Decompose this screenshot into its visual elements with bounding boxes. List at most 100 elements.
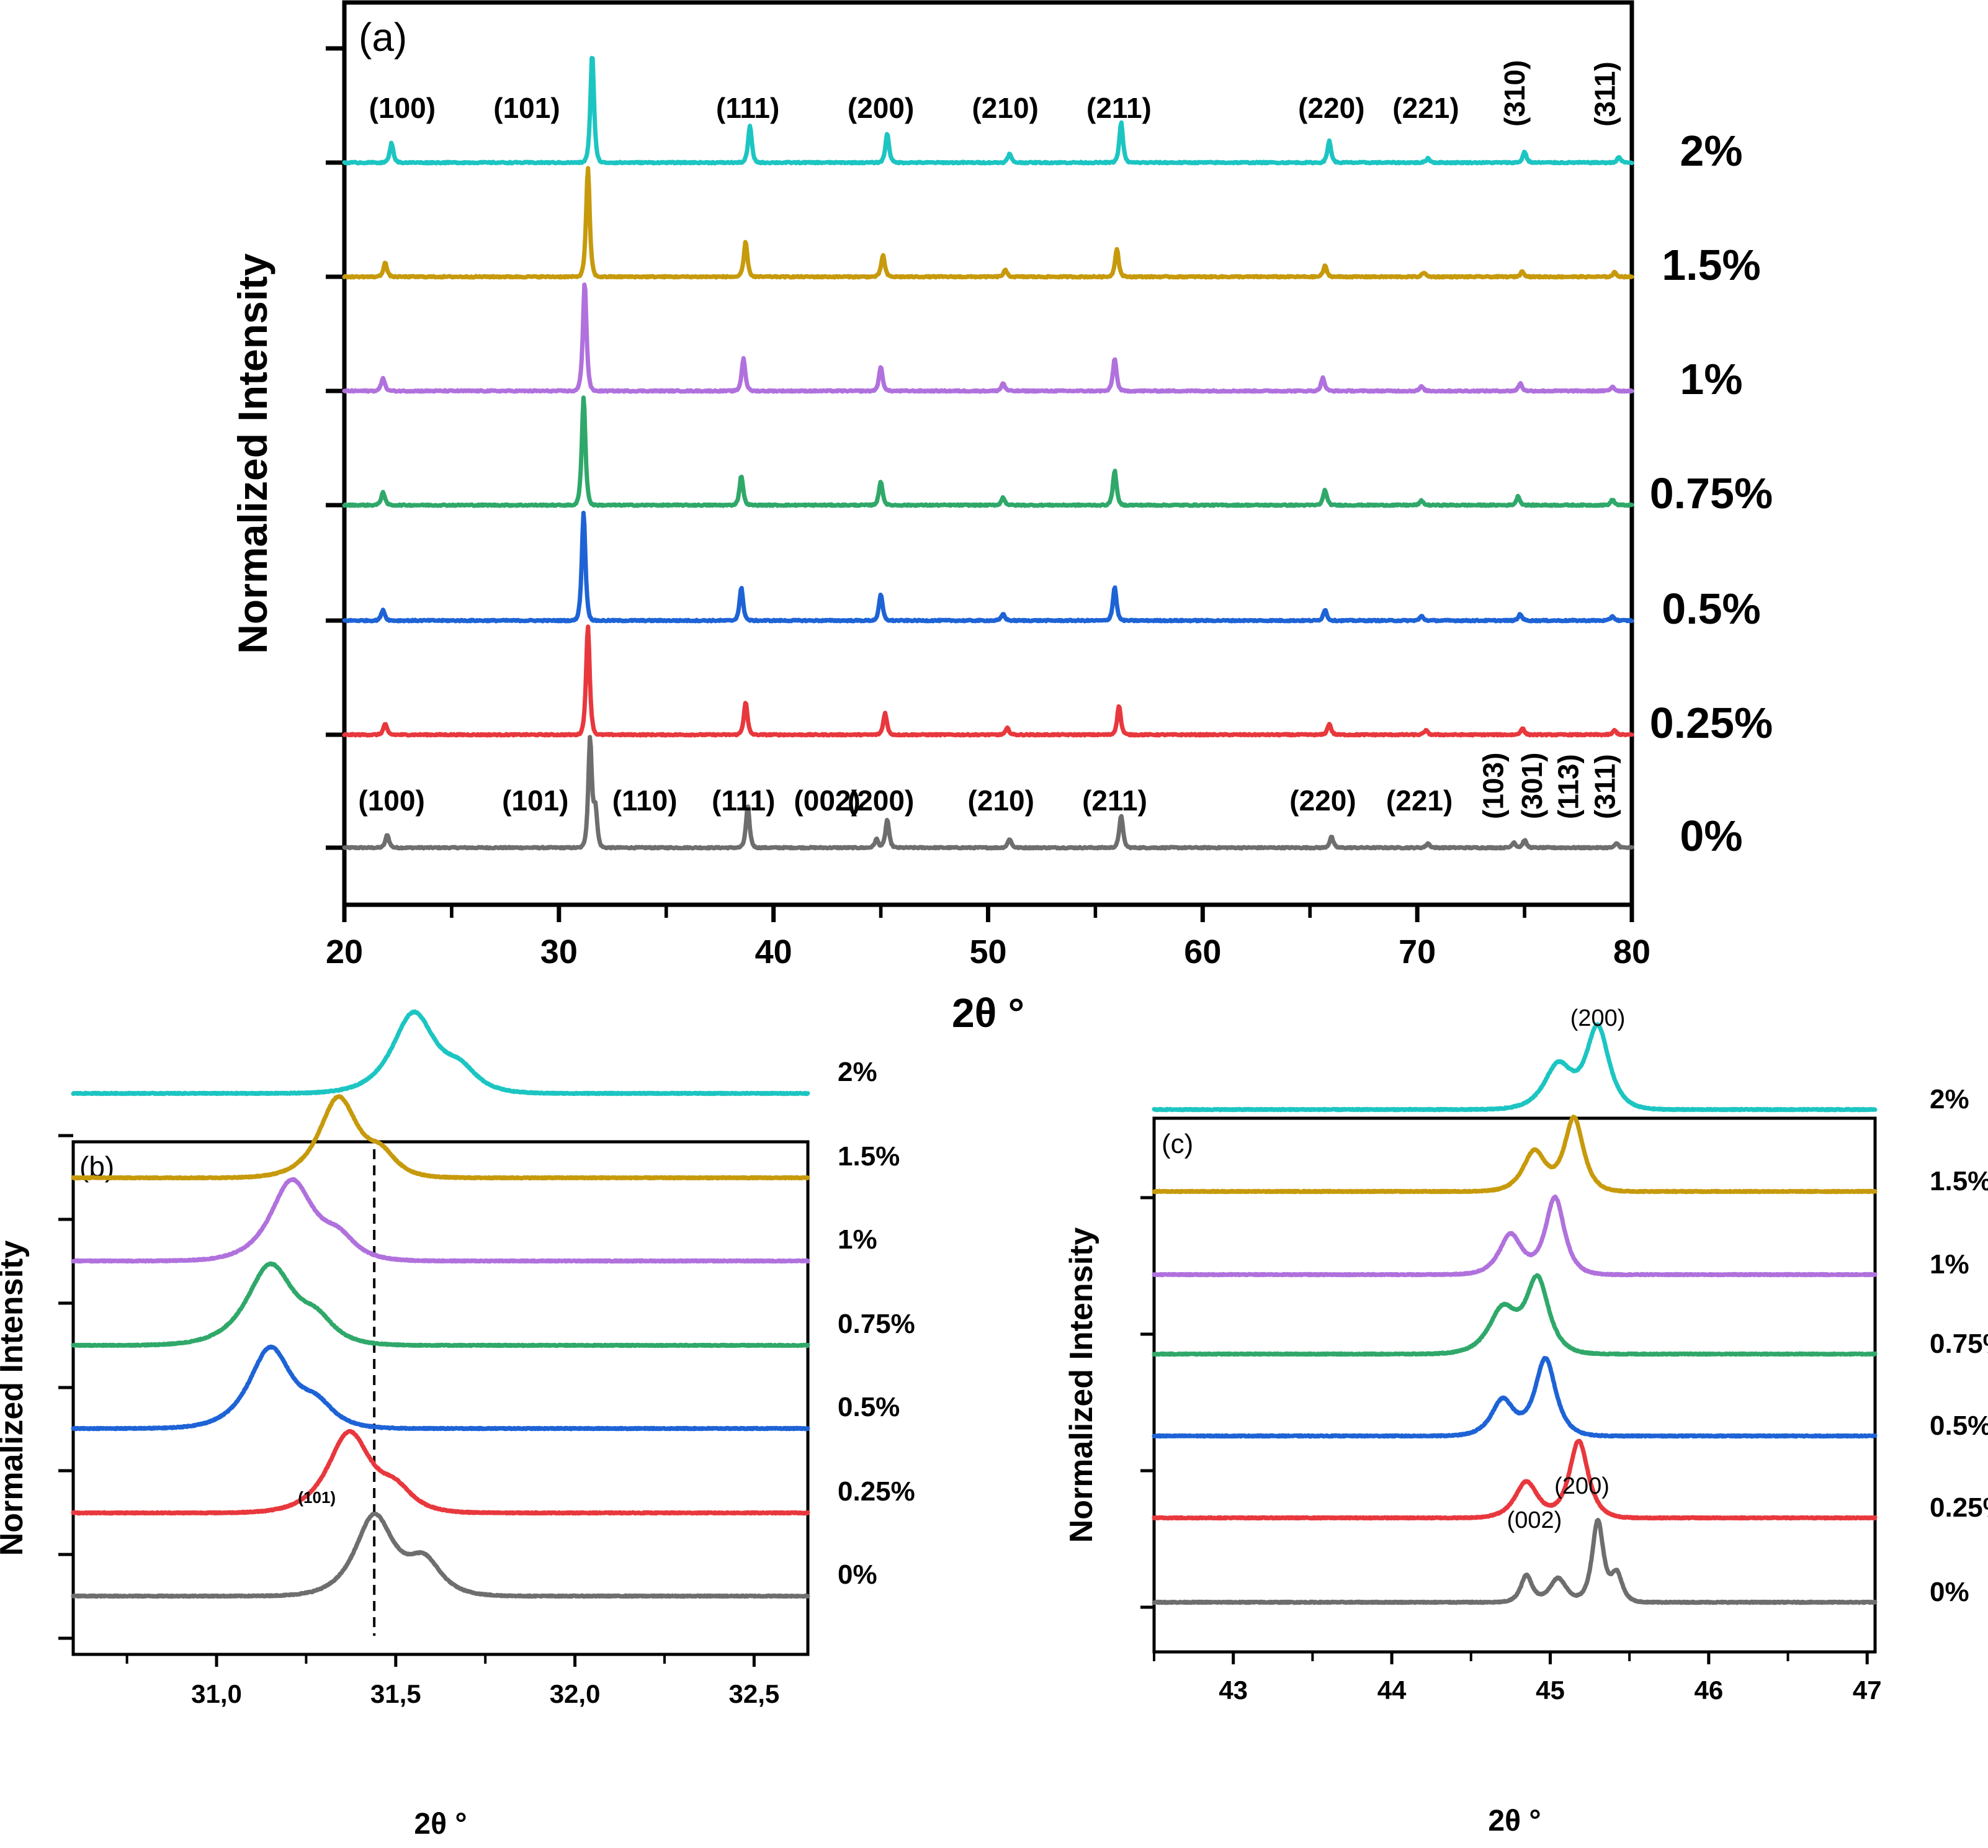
peak-label: (111): [716, 92, 779, 124]
peak-label: (002): [1507, 1507, 1562, 1533]
x-tick-label: 43: [1219, 1675, 1248, 1705]
series-curve-2pct: [71, 1009, 810, 1097]
series-label: 1%: [1930, 1249, 1969, 1280]
x-tick-label: 80: [1613, 933, 1650, 971]
x-tick-label: 20: [326, 933, 363, 971]
y-axis-label: Normalized Intensity: [0, 1240, 30, 1556]
plot-frame: [1152, 1116, 1877, 1654]
x-axis-label: 2θ °: [1488, 1805, 1541, 1837]
peak-label: (220): [1298, 92, 1364, 124]
peak-label: (310): [1498, 60, 1531, 127]
peak-label: (311): [1588, 754, 1621, 819]
series-label: 0%: [1680, 812, 1742, 860]
series-label: 0.25%: [1930, 1492, 1988, 1523]
peak-label: (101): [493, 92, 560, 124]
series-curve-0_5pct: [1152, 1356, 1878, 1439]
peak-label: (111): [712, 784, 775, 817]
peak-label: (311): [1588, 61, 1621, 127]
panel-tag: (a): [359, 15, 407, 60]
panel-a: 20 30 40 50 60 70 80 2θ ° Normalized Intensity (a…: [230, 0, 1773, 1036]
peak-label: (301): [1516, 753, 1548, 819]
peak-label: (221): [1386, 784, 1453, 817]
series-label: 1.5%: [1662, 241, 1761, 289]
series-curve-0_75pct: [342, 395, 1634, 508]
series-curve-1_5pct: [342, 166, 1634, 280]
peak-label: (200): [848, 784, 914, 817]
series-label: 0.5%: [1930, 1411, 1988, 1441]
series-curve-0_5pct: [71, 1344, 810, 1432]
peak-label: (113): [1552, 754, 1585, 819]
series-curve-0_75pct: [1152, 1273, 1878, 1357]
peak-label: (101): [298, 1488, 336, 1507]
x-tick-label: 45: [1536, 1675, 1565, 1705]
x-tick-label: 40: [755, 933, 792, 971]
plot-frame: [342, 0, 1634, 907]
series-curve-0_25pct: [342, 624, 1634, 738]
series-curve-0_25pct: [71, 1429, 810, 1516]
peak-label: (210): [972, 92, 1038, 124]
x-tick-label: 50: [969, 933, 1006, 971]
peak-label: (200): [1570, 1005, 1626, 1031]
series-curve-1pct: [1152, 1195, 1878, 1278]
x-tick-label: 31,0: [191, 1679, 242, 1708]
panel-c: 43 44 45 46 47 2θ ° Normalized Intensity (c) 0% 0…: [1063, 1005, 1988, 1837]
series-label: 0.75%: [1930, 1329, 1988, 1359]
series-label: 0%: [838, 1559, 877, 1590]
series-label: 0%: [1930, 1577, 1969, 1607]
peak-label: (211): [1086, 92, 1152, 124]
peak-label: (103): [1477, 753, 1510, 819]
series-curve-1_5pct: [1152, 1115, 1878, 1195]
x-tick-label: 70: [1399, 933, 1436, 971]
y-axis-label: Normalized Intensity: [230, 253, 275, 654]
series-curve-2pct: [1152, 1022, 1878, 1113]
series-label: 0.5%: [1662, 585, 1761, 633]
x-tick-label: 32,5: [728, 1679, 779, 1708]
series-label: 0.25%: [1650, 699, 1773, 747]
series-curve-1pct: [342, 282, 1634, 394]
series-label: 0.75%: [838, 1309, 915, 1339]
plot-frame: [71, 1140, 810, 1656]
series-label: 2%: [1930, 1084, 1969, 1115]
x-tick-label: 44: [1377, 1675, 1407, 1705]
peak-label: (101): [502, 784, 568, 817]
peak-label: (210): [968, 784, 1034, 817]
x-tick-label: 47: [1853, 1675, 1882, 1705]
series-curve-1_5pct: [71, 1094, 810, 1181]
peak-label: (100): [369, 92, 436, 124]
series-curve-2pct: [342, 56, 1634, 166]
series-label: 2%: [1680, 127, 1742, 175]
series-label: 1%: [1680, 355, 1742, 403]
series-curve-0pct: [1152, 1518, 1878, 1605]
peak-label: (200): [848, 92, 914, 124]
series-curve-0_25pct: [1152, 1438, 1878, 1521]
series-label: 1%: [838, 1224, 877, 1255]
peak-label: (100): [358, 784, 424, 817]
x-tick-label: 46: [1694, 1675, 1723, 1705]
series-curve-1pct: [71, 1177, 810, 1264]
series-label: 1.5%: [1930, 1166, 1988, 1196]
x-tick-label: 30: [540, 933, 578, 971]
series-curve-0pct: [342, 735, 1634, 851]
x-axis-label: 2θ °: [414, 1808, 467, 1841]
series-curve-0_75pct: [71, 1261, 810, 1348]
series-label: 0.75%: [1650, 469, 1773, 518]
y-axis-label: Normalized Intensity: [1063, 1227, 1099, 1543]
series-curve-0pct: [71, 1511, 810, 1599]
x-tick-label: 32,0: [550, 1679, 601, 1708]
series-label: 0.5%: [838, 1392, 900, 1422]
series-label: 2%: [838, 1057, 877, 1087]
panel-tag: (c): [1162, 1129, 1193, 1159]
peak-label: (200): [1554, 1473, 1610, 1499]
x-axis-label: 2θ °: [952, 990, 1024, 1036]
peak-label: (221): [1392, 92, 1459, 124]
panel-b: 31,0 31,5 32,0 32,5 2θ ° Normalized Intensity…: [0, 1009, 915, 1841]
peak-label: (002): [794, 784, 860, 817]
peak-label: (110): [612, 784, 678, 817]
peak-label: (211): [1082, 784, 1147, 817]
peak-label: (220): [1289, 784, 1356, 817]
x-tick-label: 60: [1184, 933, 1221, 971]
series-label: 1.5%: [838, 1141, 900, 1172]
series-label: 0.25%: [838, 1476, 915, 1507]
x-tick-label: 31,5: [370, 1679, 421, 1708]
